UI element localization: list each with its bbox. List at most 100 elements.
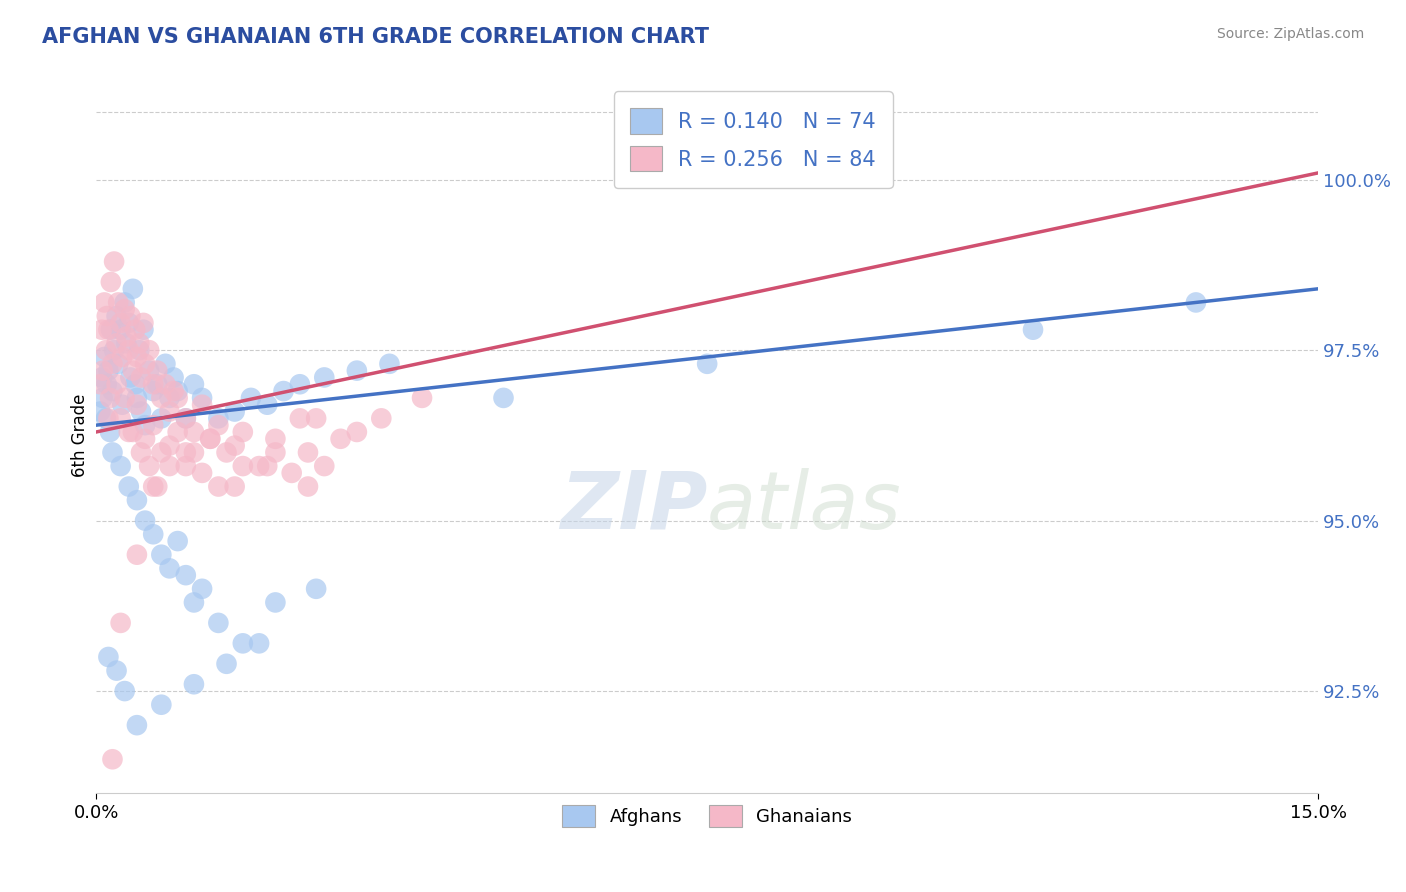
Point	[100, 323, 122, 337]
Point	[159, 404, 181, 418]
Point	[200, 432, 222, 446]
Point	[146, 479, 169, 493]
Point	[105, 309, 128, 323]
Point	[114, 684, 136, 698]
Point	[247, 459, 270, 474]
Point	[101, 384, 124, 398]
Point	[114, 302, 136, 317]
Point	[150, 698, 173, 712]
Point	[273, 384, 295, 398]
Point	[110, 323, 132, 337]
Point	[97, 323, 120, 337]
Point	[125, 398, 148, 412]
Point	[129, 404, 152, 418]
Point	[93, 295, 115, 310]
Point	[118, 343, 141, 358]
Point	[174, 411, 197, 425]
Point	[110, 316, 132, 330]
Point	[297, 479, 319, 493]
Point	[89, 404, 111, 418]
Point	[155, 377, 177, 392]
Point	[411, 391, 433, 405]
Point	[142, 418, 165, 433]
Point	[256, 459, 278, 474]
Point	[288, 377, 311, 392]
Point	[207, 479, 229, 493]
Point	[125, 493, 148, 508]
Point	[124, 377, 146, 392]
Point	[150, 445, 173, 459]
Point	[224, 479, 246, 493]
Point	[174, 568, 197, 582]
Point	[159, 561, 181, 575]
Point	[280, 466, 302, 480]
Point	[125, 548, 148, 562]
Point	[97, 411, 120, 425]
Point	[103, 254, 125, 268]
Point	[114, 391, 136, 405]
Point	[90, 370, 112, 384]
Point	[132, 316, 155, 330]
Point	[128, 336, 150, 351]
Point	[224, 439, 246, 453]
Point	[314, 370, 336, 384]
Point	[183, 377, 205, 392]
Point	[370, 411, 392, 425]
Point	[134, 514, 156, 528]
Point	[150, 411, 173, 425]
Point	[314, 459, 336, 474]
Point	[142, 384, 165, 398]
Text: AFGHAN VS GHANAIAN 6TH GRADE CORRELATION CHART: AFGHAN VS GHANAIAN 6TH GRADE CORRELATION…	[42, 27, 709, 46]
Point	[264, 595, 287, 609]
Point	[174, 445, 197, 459]
Point	[142, 479, 165, 493]
Point	[103, 343, 125, 358]
Point	[120, 370, 142, 384]
Point	[134, 418, 156, 433]
Point	[101, 357, 124, 371]
Point	[138, 459, 160, 474]
Point	[166, 425, 188, 439]
Point	[98, 425, 121, 439]
Point	[97, 650, 120, 665]
Point	[183, 677, 205, 691]
Legend: Afghans, Ghanaians: Afghans, Ghanaians	[555, 798, 859, 834]
Point	[97, 363, 120, 377]
Point	[90, 323, 112, 337]
Point	[191, 398, 214, 412]
Point	[118, 316, 141, 330]
Point	[100, 275, 122, 289]
Point	[110, 615, 132, 630]
Point	[94, 343, 117, 358]
Point	[200, 432, 222, 446]
Point	[91, 363, 114, 377]
Point	[207, 418, 229, 433]
Point	[224, 404, 246, 418]
Point	[162, 384, 184, 398]
Point	[264, 432, 287, 446]
Point	[129, 445, 152, 459]
Point	[288, 411, 311, 425]
Point	[142, 527, 165, 541]
Point	[89, 377, 111, 392]
Point	[232, 425, 254, 439]
Point	[155, 357, 177, 371]
Point	[105, 336, 128, 351]
Point	[329, 432, 352, 446]
Point	[111, 398, 134, 412]
Point	[256, 398, 278, 412]
Point	[91, 391, 114, 405]
Point	[134, 357, 156, 371]
Point	[346, 425, 368, 439]
Point	[378, 357, 401, 371]
Point	[110, 411, 132, 425]
Point	[120, 309, 142, 323]
Point	[115, 336, 138, 351]
Point	[138, 363, 160, 377]
Point	[132, 323, 155, 337]
Point	[232, 636, 254, 650]
Point	[146, 363, 169, 377]
Point	[121, 425, 143, 439]
Point	[207, 615, 229, 630]
Point	[183, 595, 205, 609]
